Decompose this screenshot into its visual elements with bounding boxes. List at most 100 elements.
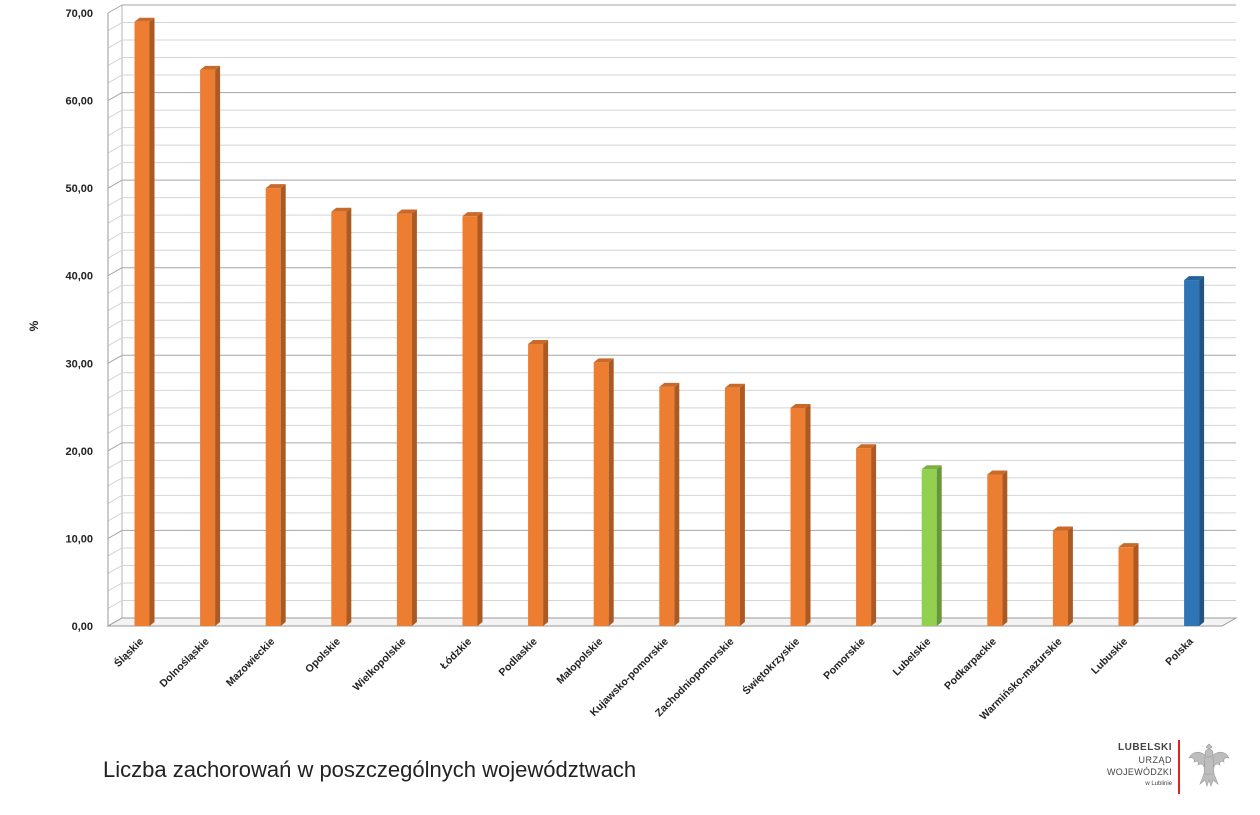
gridline-side: [107, 144, 123, 154]
bar: [1118, 543, 1139, 626]
x-tick-label: Świętokrzyskie: [740, 635, 803, 698]
bar-side: [411, 209, 417, 626]
bar: [593, 358, 614, 626]
x-tick-label: Wielkopolskie: [351, 636, 409, 694]
x-tick-label: Podkarpackie: [942, 636, 999, 693]
gridline-side: [107, 407, 123, 417]
bar-side: [215, 65, 221, 626]
gridline-side: [107, 582, 123, 592]
office-logo: LUBELSKI URZĄD WOJEWÓDZKI w Lublinie: [1090, 738, 1240, 800]
gridline-side: [107, 319, 123, 329]
bar-front: [921, 469, 937, 626]
y-tick-label: 50,00: [65, 183, 93, 195]
x-tick-label: Dolnośląskie: [157, 636, 211, 690]
y-tick-label: 40,00: [65, 271, 93, 283]
gridline-side: [107, 600, 123, 609]
gridline-side: [107, 179, 123, 189]
x-tick-label: Opolskie: [303, 636, 343, 676]
y-tick-label: 20,00: [65, 446, 93, 458]
gridline-side: [107, 162, 123, 172]
bar-side: [1067, 526, 1073, 626]
bar: [396, 209, 417, 626]
bar-front: [528, 344, 544, 626]
gridline-side: [107, 214, 123, 224]
x-tick-label: Podlaskie: [497, 636, 540, 679]
x-tick-label: Mazowieckie: [224, 636, 278, 690]
y-tick-label: 10,00: [65, 533, 93, 545]
bar-top: [593, 358, 614, 363]
bar-front: [1118, 547, 1134, 626]
logo-line-1: LUBELSKI: [1118, 742, 1172, 753]
bar-top: [659, 382, 680, 387]
bar-front: [1052, 530, 1068, 626]
gridline-side: [107, 74, 123, 84]
gridline-side: [107, 565, 123, 574]
gridline-side: [107, 372, 123, 382]
bar-side: [674, 382, 680, 626]
bar-top: [200, 65, 221, 70]
bar-front: [724, 387, 740, 626]
gridline-side: [107, 249, 123, 259]
bar-front: [1184, 280, 1200, 626]
bar-top: [1184, 276, 1205, 281]
bar-front: [134, 21, 150, 627]
gridline-side: [107, 22, 123, 31]
bar-top: [856, 444, 877, 449]
gridline-side: [107, 494, 123, 504]
chart-bars: [134, 17, 1205, 627]
bar: [724, 383, 745, 626]
bar: [200, 65, 221, 626]
bar-front: [593, 362, 609, 626]
gridline-side: [107, 442, 123, 452]
bar: [134, 17, 155, 627]
gridline-side: [107, 57, 123, 66]
y-tick-label: 60,00: [65, 96, 93, 108]
gridline-side: [107, 529, 123, 539]
bar: [331, 207, 352, 626]
bar-side: [149, 17, 155, 627]
bar-side: [280, 184, 286, 626]
bar-front: [200, 69, 216, 626]
bar-side: [608, 358, 614, 626]
y-axis-ticks: 0,00 10,00 20,00 30,00 40,00 50,00 60,00 70,00: [65, 8, 93, 633]
gridline-side: [107, 267, 123, 277]
bar: [462, 212, 483, 626]
bar-top: [528, 340, 549, 345]
gridline-side: [107, 477, 123, 487]
bar-top: [462, 212, 483, 217]
y-tick-label: 70,00: [65, 8, 93, 20]
y-tick-label: 0,00: [72, 621, 93, 633]
gridline-side: [107, 232, 123, 242]
gridline-side: [107, 424, 123, 434]
bar-top: [265, 184, 286, 189]
bar-side: [805, 403, 811, 626]
bar-side: [543, 340, 549, 626]
gridline-side: [107, 284, 123, 294]
bar-side: [936, 465, 942, 626]
x-tick-label: Lubelskie: [891, 636, 934, 679]
x-tick-label: Małopolskie: [554, 636, 605, 687]
logo-line-2: URZĄD: [1138, 755, 1172, 765]
bar-front: [462, 216, 478, 626]
gridline-side: [107, 459, 123, 469]
y-tick-label: 30,00: [65, 358, 93, 370]
gridline-side: [107, 39, 123, 49]
bar-side: [871, 444, 877, 626]
bar-top: [396, 209, 417, 214]
gridline-side: [107, 197, 123, 207]
bar-side: [739, 383, 745, 626]
bar-top: [987, 470, 1008, 475]
bar-top: [331, 207, 352, 212]
gridline-side: [107, 302, 123, 312]
bar: [790, 403, 811, 626]
bar: [1052, 526, 1073, 626]
bar-top: [790, 403, 811, 408]
gridline-side: [107, 547, 123, 557]
bar: [921, 465, 942, 626]
x-tick-label: Polska: [1163, 636, 1196, 669]
gridline-side: [107, 354, 123, 364]
gridline-side: [107, 109, 123, 119]
chart-caption: Liczba zachorowań w poszczególnych wojew…: [103, 757, 637, 782]
y-axis-label: %: [27, 320, 41, 331]
bar-side: [1199, 276, 1205, 626]
